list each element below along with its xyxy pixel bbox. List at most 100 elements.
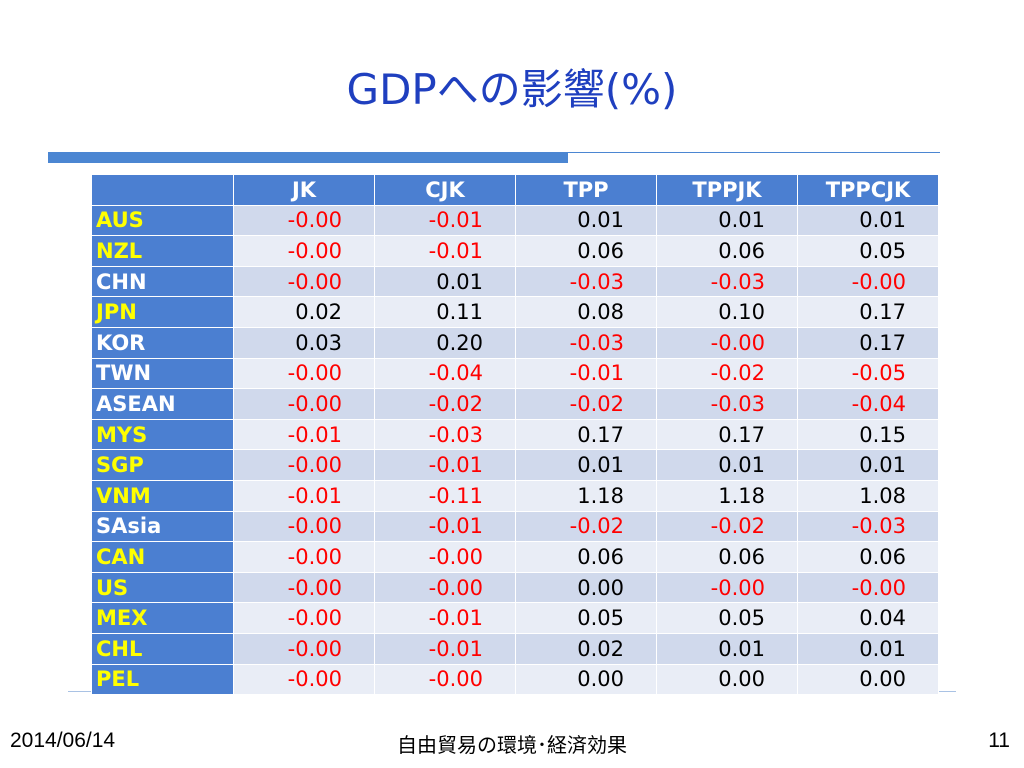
- table-cell: -0.04: [797, 388, 939, 420]
- table-cell: -0.03: [374, 418, 516, 451]
- row-label: KOR: [91, 326, 234, 359]
- column-header: JK: [233, 174, 375, 206]
- row-label: VNM: [91, 479, 234, 512]
- column-header: TPPCJK: [797, 174, 939, 206]
- row-label: MYS: [91, 418, 234, 451]
- table-cell: 0.02: [233, 296, 375, 328]
- table-cell: 0.01: [797, 204, 939, 237]
- table-cell: -0.00: [374, 541, 516, 573]
- table-cell: 0.00: [797, 663, 939, 696]
- table-cell: 0.06: [515, 541, 657, 573]
- table-cell: -0.01: [515, 357, 657, 390]
- table-cell: 0.17: [797, 296, 939, 328]
- table-cell: -0.02: [656, 357, 798, 390]
- table-cell: -0.00: [233, 449, 375, 481]
- row-label: AUS: [91, 204, 234, 237]
- table-cell: -0.01: [233, 418, 375, 451]
- table-cell: -0.03: [515, 265, 657, 298]
- table-cell: -0.00: [233, 510, 375, 543]
- row-label: CHN: [91, 265, 234, 298]
- table-cell: -0.00: [656, 326, 798, 359]
- table-cell: 0.17: [797, 326, 939, 359]
- table-cell: -0.02: [374, 388, 516, 420]
- footer-date: 2014/06/14: [10, 729, 116, 752]
- table-cell: 0.01: [797, 632, 939, 665]
- table-body: AUS -0.00 -0.01 0.01 0.01 0.01 NZL -0.00 -0.01 0.…: [91, 204, 939, 696]
- table-cell: 0.15: [797, 418, 939, 451]
- table-cell: -0.02: [656, 510, 798, 543]
- table-row: KOR 0.03 0.20 -0.03 -0.00 0.17: [91, 326, 939, 359]
- row-label: MEX: [91, 602, 234, 634]
- column-header: TPPJK: [656, 174, 798, 206]
- table-cell: 0.01: [374, 265, 516, 298]
- table-row: SGP -0.00 -0.01 0.01 0.01 0.01: [91, 449, 939, 481]
- table-row: CHL -0.00 -0.01 0.02 0.01 0.01: [91, 632, 939, 665]
- table-cell: 0.00: [515, 663, 657, 696]
- table-cell: 0.00: [656, 663, 798, 696]
- table-cell: -0.00: [233, 388, 375, 420]
- table-cell: -0.00: [233, 602, 375, 634]
- row-label: CHL: [91, 632, 234, 665]
- table-cell: -0.01: [374, 449, 516, 481]
- table-cell: -0.00: [797, 265, 939, 298]
- table-row: MYS -0.01 -0.03 0.17 0.17 0.15: [91, 418, 939, 451]
- table-cell: 0.20: [374, 326, 516, 359]
- table-cell: 0.06: [656, 541, 798, 573]
- row-label: PEL: [91, 663, 234, 696]
- footer-title: 自由貿易の環境･経済効果: [397, 733, 627, 757]
- column-header: CJK: [374, 174, 516, 206]
- title-rule-thin: [568, 152, 940, 153]
- table-cell: 0.05: [797, 235, 939, 267]
- table-cell: -0.00: [374, 663, 516, 696]
- table-cell: 0.01: [656, 632, 798, 665]
- table-cell: -0.00: [656, 571, 798, 604]
- column-header: TPP: [515, 174, 657, 206]
- table-cell: -0.02: [515, 510, 657, 543]
- table-cell: 1.18: [656, 479, 798, 512]
- table-row: CAN -0.00 -0.00 0.06 0.06 0.06: [91, 541, 939, 573]
- gdp-impact-table: JK CJK TPP TPPJK TPPCJK AUS -0.00 -0.01 0.01 0.0…: [91, 174, 939, 696]
- table-row: US -0.00 -0.00 0.00 -0.00 -0.00: [91, 571, 939, 604]
- row-label: ASEAN: [91, 388, 234, 420]
- table-corner-cell: [91, 174, 234, 206]
- row-label: SAsia: [91, 510, 234, 543]
- table-cell: 0.17: [656, 418, 798, 451]
- table-cell: -0.05: [797, 357, 939, 390]
- table-cell: 0.01: [797, 449, 939, 481]
- table-cell: 1.18: [515, 479, 657, 512]
- table-row: PEL -0.00 -0.00 0.00 0.00 0.00: [91, 663, 939, 696]
- row-label: TWN: [91, 357, 234, 390]
- table-cell: -0.01: [374, 204, 516, 237]
- row-label: JPN: [91, 296, 234, 328]
- row-label: CAN: [91, 541, 234, 573]
- table-cell: -0.00: [797, 571, 939, 604]
- table-cell: 0.04: [797, 602, 939, 634]
- table-cell: -0.01: [374, 602, 516, 634]
- table-cell: 0.06: [515, 235, 657, 267]
- table-cell: 0.03: [233, 326, 375, 359]
- table-cell: 0.02: [515, 632, 657, 665]
- table-cell: -0.01: [374, 235, 516, 267]
- table-cell: 0.17: [515, 418, 657, 451]
- table-cell: 1.08: [797, 479, 939, 512]
- table-cell: -0.01: [374, 510, 516, 543]
- row-label: NZL: [91, 235, 234, 267]
- table-header-row: JK CJK TPP TPPJK TPPCJK: [91, 174, 939, 206]
- slide-title: GDPへの影響(%): [346, 65, 678, 114]
- table-cell: -0.11: [374, 479, 516, 512]
- table-cell: 0.08: [515, 296, 657, 328]
- table-cell: 0.06: [797, 541, 939, 573]
- table-cell: -0.01: [374, 632, 516, 665]
- title-rule-thick: [48, 152, 568, 163]
- table-row: JPN 0.02 0.11 0.08 0.10 0.17: [91, 296, 939, 328]
- table-cell: -0.00: [233, 204, 375, 237]
- table-cell: -0.04: [374, 357, 516, 390]
- table-cell: 0.05: [515, 602, 657, 634]
- table-cell: 0.01: [656, 449, 798, 481]
- table-cell: -0.00: [233, 235, 375, 267]
- page-number: 11: [988, 729, 1010, 752]
- table-row: TWN -0.00 -0.04 -0.01 -0.02 -0.05: [91, 357, 939, 390]
- table-row: ASEAN -0.00 -0.02 -0.02 -0.03 -0.04: [91, 388, 939, 420]
- table-cell: -0.02: [515, 388, 657, 420]
- table-cell: -0.00: [233, 632, 375, 665]
